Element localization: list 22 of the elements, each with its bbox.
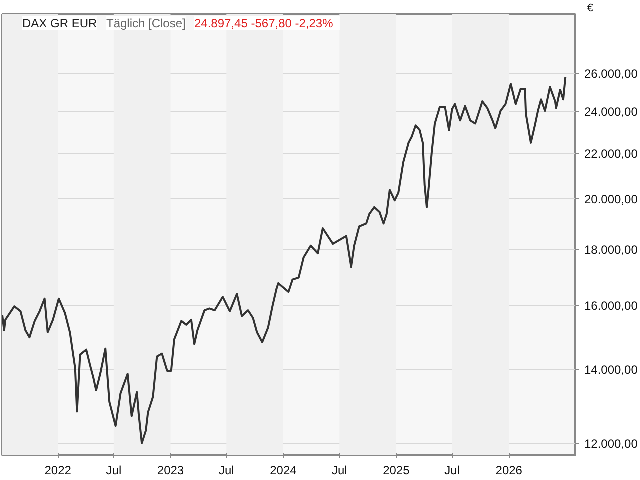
y-tick-label: 16.000,00: [584, 299, 638, 314]
y-tick-label: 22.000,00: [584, 146, 638, 161]
chart-title: DAX GR EUR: [22, 16, 98, 30]
x-tick-label: 2026: [496, 464, 523, 478]
y-tick-label: 18.000,00: [584, 242, 638, 257]
chart-subtitle: Täglich [Close]: [106, 16, 186, 30]
line-series: [2, 76, 567, 444]
x-tick-label: 2022: [44, 464, 72, 478]
y-tick-label: 12.000,00: [584, 436, 638, 451]
x-tick-label: 2025: [383, 464, 410, 478]
y-axis-title: €: [587, 2, 594, 14]
annotation: 24.897,45 -567,80 -2,23%: [194, 16, 334, 30]
y-tick-label: 20.000,00: [584, 192, 638, 206]
y-tick-label: 24.000,00: [584, 105, 638, 120]
x-tick-label: Jul: [332, 464, 348, 478]
x-tick-label: Jul: [218, 464, 234, 478]
x-tick-label: 2024: [270, 464, 298, 478]
x-tick-label: Jul: [444, 464, 460, 478]
y-tick-label: 14.000,00: [584, 363, 638, 378]
y-tick-label: 26.000,00: [584, 66, 638, 81]
x-tick-label: Jul: [106, 464, 122, 478]
x-tick-label: 2023: [157, 464, 184, 478]
